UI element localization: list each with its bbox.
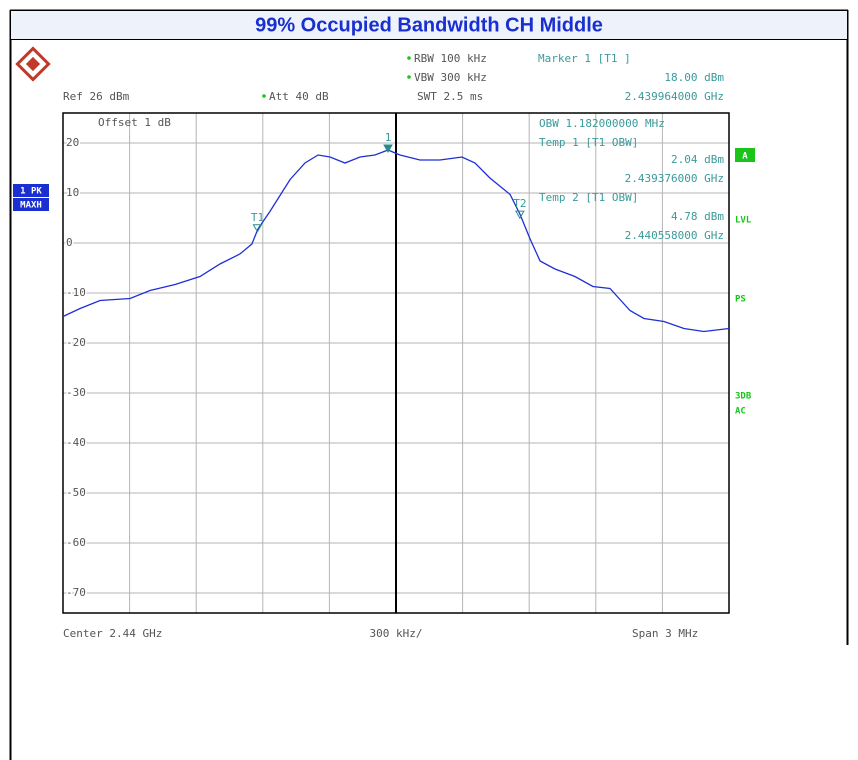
- readout: Temp 2 [T1 OBW]: [539, 191, 638, 204]
- readout: OBW 1.182000000 MHz: [539, 117, 665, 130]
- flag: [407, 56, 411, 60]
- marker: [383, 144, 393, 154]
- vbw: VBW 300 kHz: [414, 71, 487, 84]
- trace: [62, 149, 730, 333]
- title-bar: [11, 11, 847, 39]
- offset: Offset 1 dB: [98, 116, 171, 129]
- y-tick-label: 0: [66, 236, 73, 249]
- marker-label: T1: [251, 211, 264, 224]
- marker-label: 1: [385, 131, 392, 144]
- y-tick-label: -50: [66, 486, 86, 499]
- attenuation: Att 40 dB: [269, 90, 329, 103]
- side-label: 3DB: [735, 392, 752, 402]
- trace-label-bg: [13, 198, 49, 211]
- div: 300 kHz/: [370, 627, 423, 640]
- swt: SWT 2.5 ms: [417, 90, 483, 103]
- marker-info: Marker 1 [T1 ]: [538, 52, 631, 65]
- logo: [15, 46, 51, 82]
- side-label: AC: [735, 407, 746, 417]
- y-tick-label: -40: [66, 436, 86, 449]
- marker-freq: 2.439964000 GHz: [625, 90, 724, 103]
- side-label: LVL: [735, 216, 752, 226]
- marker-level: 18.00 dBm: [664, 71, 724, 84]
- rbw: RBW 100 kHz: [414, 52, 487, 65]
- readout: 4.78 dBm: [671, 210, 724, 223]
- readout: 2.04 dBm: [671, 153, 724, 166]
- chart-title: 99% Occupied Bandwidth CH Middle: [255, 14, 603, 36]
- trace-label-bg: [13, 184, 49, 197]
- trace-label: 1 PK: [20, 187, 42, 197]
- readout: 2.439376000 GHz: [625, 172, 724, 185]
- y-tick-label: -20: [66, 336, 86, 349]
- readout: 2.440558000 GHz: [625, 229, 724, 242]
- readout: Temp 1 [T1 OBW]: [539, 136, 638, 149]
- y-tick-label: -60: [66, 536, 86, 549]
- y-tick-label: 20: [66, 136, 79, 149]
- trace-label: MAXH: [20, 201, 42, 211]
- y-tick-label: -70: [66, 586, 86, 599]
- label-box: [735, 148, 755, 162]
- flag: [407, 75, 411, 79]
- flag: [262, 94, 266, 98]
- ref-level: Ref 26 dBm: [63, 90, 130, 103]
- center: Center 2.44 GHz: [63, 627, 162, 640]
- marker-label: T2: [513, 197, 526, 210]
- y-tick-label: -30: [66, 386, 86, 399]
- span: Span 3 MHz: [632, 627, 698, 640]
- y-tick-label: -10: [66, 286, 86, 299]
- marker: [515, 210, 525, 220]
- side-label: PS: [735, 295, 746, 305]
- marker: [252, 224, 263, 233]
- side-label: A: [742, 152, 748, 162]
- y-tick-label: 10: [66, 186, 79, 199]
